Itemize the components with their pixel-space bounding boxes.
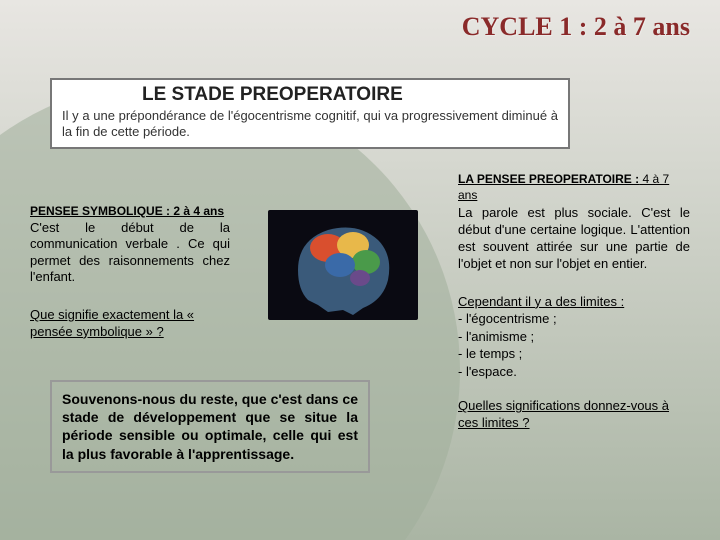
limit-item: - l'égocentrisme ; [458,311,557,326]
reminder-text: Souvenons-nous du reste, que c'est dans … [62,390,358,463]
left-body: C'est le début de la communication verba… [30,220,230,285]
left-question: Que signifie exactement la « pensée symb… [30,307,230,341]
header-body: Il y a une prépondérance de l'égocentris… [62,108,558,141]
brain-image [268,210,418,320]
header-box: LE STADE PREOPERATOIRE Il y a une prépon… [50,78,570,149]
title-text: CYCLE 1 : 2 à 7 ans [462,12,690,41]
reminder-box: Souvenons-nous du reste, que c'est dans … [50,380,370,473]
limit-item: - l'espace. [458,364,517,379]
header-title: LE STADE PREOPERATOIRE [142,84,558,106]
left-column: PENSEE SYMBOLIQUE : 2 à 4 ans C'est le d… [30,204,230,341]
limit-item: - le temps ; [458,346,522,361]
right-body: La parole est plus sociale. C'est le déb… [458,205,690,273]
right-heading: LA PENSEE PREOPERATOIRE : 4 à 7 ans [458,172,690,203]
limit-item: - l'animisme ; [458,329,534,344]
page-title: CYCLE 1 : 2 à 7 ans [462,12,690,42]
left-heading: PENSEE SYMBOLIQUE : 2 à 4 ans [30,204,230,218]
limits-section: Cependant il y a des limites : - l'égoce… [458,293,690,381]
limits-intro: Cependant il y a des limites : [458,294,624,309]
right-question: Quelles significations donnez-vous à ces… [458,398,690,432]
right-heading-prefix: LA PENSEE PREOPERATOIRE : [458,172,639,186]
right-column: LA PENSEE PREOPERATOIRE : 4 à 7 ans La p… [458,172,690,432]
